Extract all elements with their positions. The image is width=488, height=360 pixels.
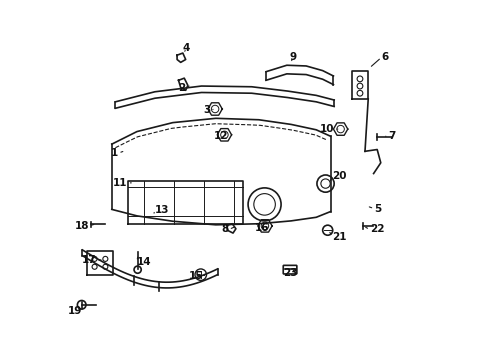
Text: 11: 11 <box>113 178 127 188</box>
Text: 23: 23 <box>283 267 297 278</box>
Text: 14: 14 <box>137 257 151 267</box>
Text: 22: 22 <box>369 225 384 234</box>
Text: 7: 7 <box>388 131 395 141</box>
Text: 6: 6 <box>381 52 388 62</box>
Text: 13: 13 <box>155 205 169 215</box>
Text: 2: 2 <box>178 83 185 93</box>
Text: 15: 15 <box>188 271 203 281</box>
Text: 21: 21 <box>332 232 346 242</box>
Text: 8: 8 <box>221 225 228 234</box>
Text: 16: 16 <box>255 223 269 233</box>
Text: 18: 18 <box>74 221 89 231</box>
Text: 4: 4 <box>183 43 190 53</box>
Text: 10: 10 <box>319 124 333 134</box>
Text: 5: 5 <box>373 204 381 214</box>
Text: 19: 19 <box>67 306 81 316</box>
Text: 3: 3 <box>203 105 210 115</box>
Text: 17: 17 <box>81 255 96 265</box>
Text: 20: 20 <box>332 171 346 181</box>
Text: 1: 1 <box>111 148 118 158</box>
Text: 12: 12 <box>213 131 227 141</box>
Text: 9: 9 <box>289 52 296 62</box>
